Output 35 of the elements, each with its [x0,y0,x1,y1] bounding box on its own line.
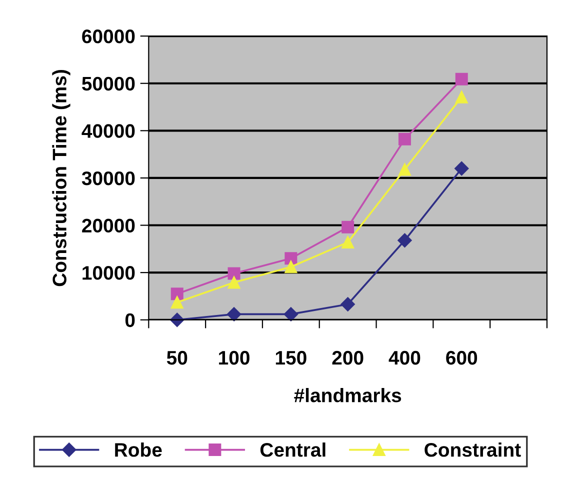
legend-label: Constraint [424,442,521,457]
y-tick-label: 50000 [82,76,135,91]
x-tick-label: 400 [388,350,420,365]
point [170,296,184,309]
point [228,276,240,289]
point [342,236,354,249]
point [340,297,355,312]
y-axis-title: Construction Time (ms) [52,70,70,286]
y-tick-label: 0 [125,313,135,328]
point [284,252,298,265]
point [170,288,184,300]
y-tick-label: 40000 [82,124,135,138]
point [455,90,468,104]
point [454,161,469,176]
point [398,132,411,146]
x-tick-label: 150 [276,350,306,365]
y-tick-label: 60000 [82,30,135,44]
x-axis-title: #landmarks [294,388,402,402]
point [228,267,240,280]
point [284,307,298,322]
legend-label: Central [260,442,326,457]
x-tick-label: 600 [446,350,478,365]
point [398,163,411,176]
point [284,260,298,274]
x-tick-label: 200 [332,350,364,365]
point [342,220,354,234]
y-tick-label: 20000 [82,218,135,233]
y-tick-label: 10000 [82,266,135,280]
legend-label: Robe [115,442,162,457]
y-tick-label: 30000 [82,171,135,186]
point [226,307,242,322]
x-tick-label: 50 [166,350,188,365]
x-tick-label: 100 [219,350,250,365]
point [398,233,412,248]
point [455,72,468,86]
